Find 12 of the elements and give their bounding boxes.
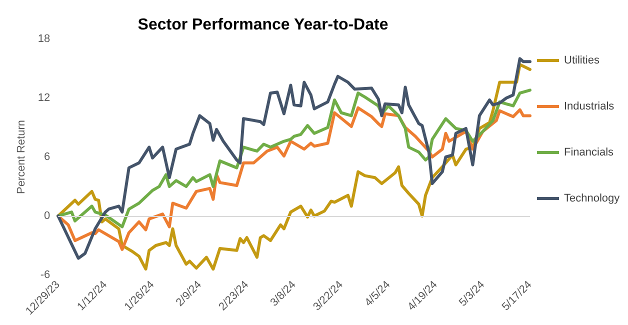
y-tick-label: 12 (38, 92, 50, 104)
y-tick-label: 6 (44, 151, 50, 163)
legend-label: Utilities (564, 54, 600, 66)
y-axis-title: Percent Return (16, 120, 28, 194)
line-series (56, 88, 532, 228)
legend-label: Technology (564, 192, 620, 204)
y-tick-label: 18 (38, 33, 50, 45)
y-tick-label: 0 (44, 210, 50, 222)
chart-title: Sector Performance Year-to-Date (138, 16, 388, 34)
y-tick-label: -6 (40, 269, 50, 281)
legend-label: Financials (564, 146, 614, 158)
legend-label: Industrials (564, 100, 615, 112)
